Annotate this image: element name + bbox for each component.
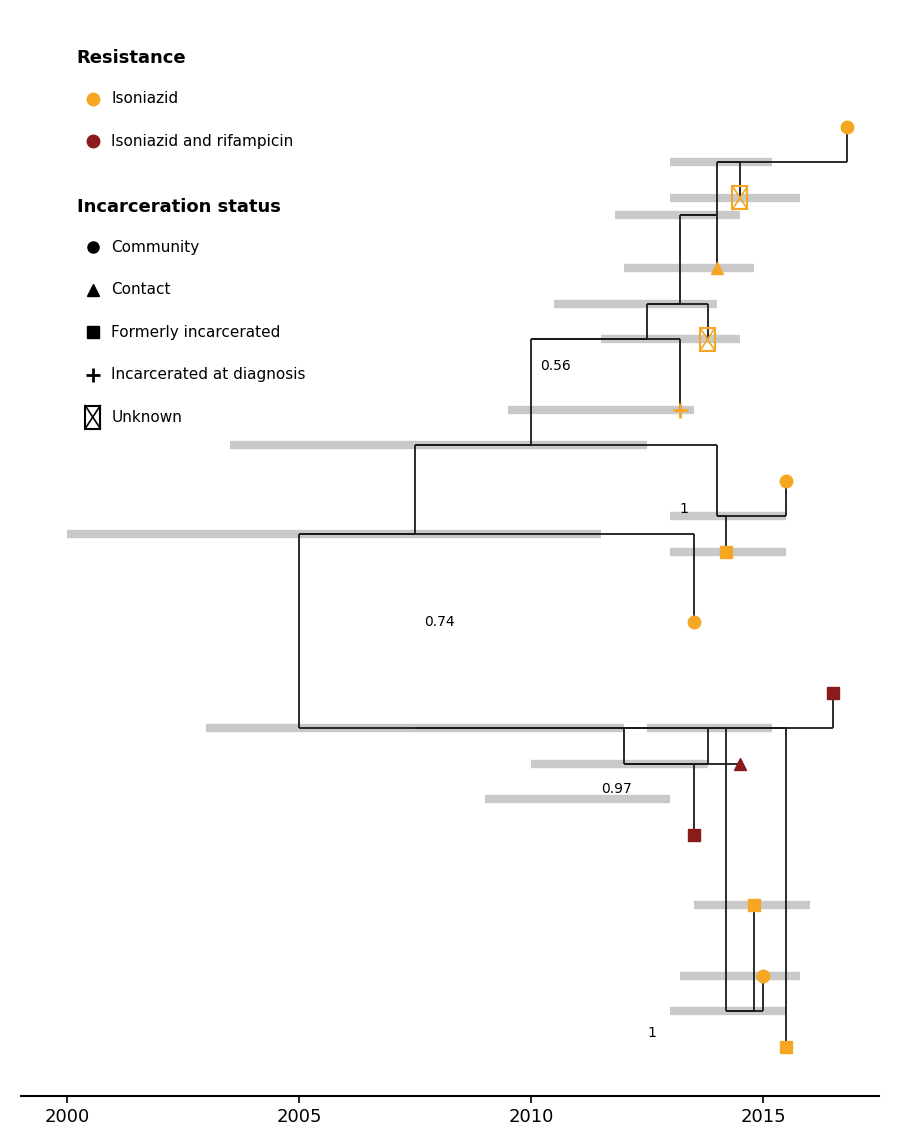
Text: Resistance: Resistance: [76, 49, 186, 68]
Bar: [733, 186, 748, 209]
Text: Incarceration status: Incarceration status: [76, 197, 281, 216]
Text: Community: Community: [112, 240, 200, 255]
Text: Contact: Contact: [112, 282, 171, 297]
Text: Isoniazid: Isoniazid: [112, 91, 178, 107]
Text: 1: 1: [680, 502, 688, 516]
Text: 1: 1: [647, 1025, 656, 1039]
Text: 0.74: 0.74: [425, 615, 455, 630]
Text: 0.97: 0.97: [601, 781, 632, 796]
Text: Isoniazid and rifampicin: Isoniazid and rifampicin: [112, 133, 293, 149]
Text: Unknown: Unknown: [112, 409, 182, 424]
Bar: [86, 406, 100, 429]
Text: Formerly incarcerated: Formerly incarcerated: [112, 325, 281, 340]
Bar: [700, 328, 715, 351]
Text: 0.56: 0.56: [541, 359, 572, 373]
Text: Incarcerated at diagnosis: Incarcerated at diagnosis: [112, 367, 306, 382]
